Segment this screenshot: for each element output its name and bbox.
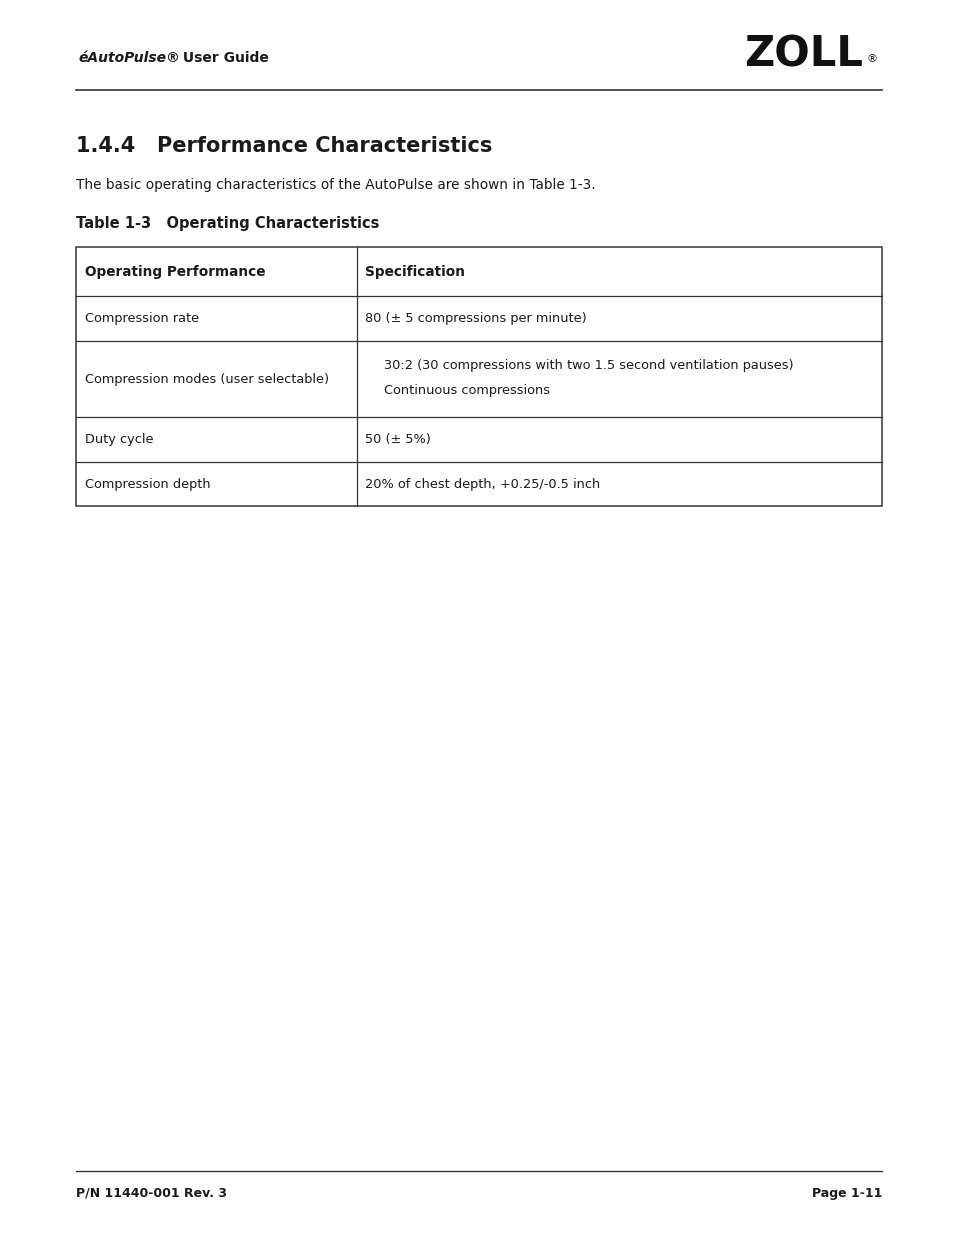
Text: 20% of chest depth, +0.25/-0.5 inch: 20% of chest depth, +0.25/-0.5 inch [365,478,600,490]
Text: 80 (± 5 compressions per minute): 80 (± 5 compressions per minute) [365,312,587,325]
Text: 50 (± 5%): 50 (± 5%) [365,433,431,446]
Text: The basic operating characteristics of the AutoPulse are shown in Table 1-3.: The basic operating characteristics of t… [76,178,596,191]
Text: Page 1-11: Page 1-11 [811,1187,882,1199]
Text: Specification: Specification [365,264,465,279]
Text: Table 1-3   Operating Characteristics: Table 1-3 Operating Characteristics [76,216,379,231]
Text: Compression depth: Compression depth [85,478,211,490]
Text: Compression rate: Compression rate [85,312,199,325]
Text: 1.4.4   Performance Characteristics: 1.4.4 Performance Characteristics [76,136,492,156]
Text: Compression modes (user selectable): Compression modes (user selectable) [85,373,329,385]
Text: Operating Performance: Operating Performance [85,264,265,279]
Bar [76,247,882,506]
Text: 30:2 (30 compressions with two 1.5 second ventilation pauses): 30:2 (30 compressions with two 1.5 secon… [383,359,792,372]
Text: P/N 11440-001 Rev. 3: P/N 11440-001 Rev. 3 [76,1187,227,1199]
Text: User Guide: User Guide [178,51,269,65]
Text: ZOLL: ZOLL [743,33,862,75]
Text: éAutoPulse®: éAutoPulse® [78,51,180,65]
Text: Continuous compressions: Continuous compressions [383,384,549,396]
Text: Duty cycle: Duty cycle [85,433,153,446]
Text: ®: ® [865,54,877,64]
